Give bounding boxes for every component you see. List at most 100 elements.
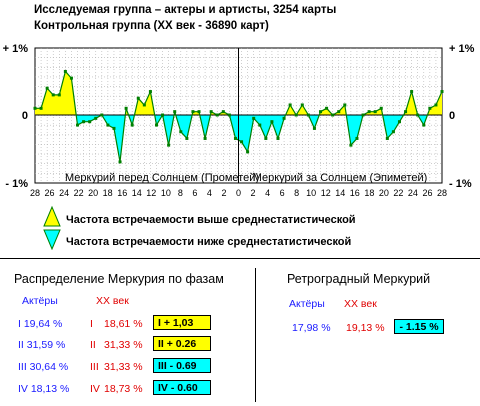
data-point [161, 113, 165, 117]
y-axis-label-right: - 1% [449, 178, 472, 190]
x-tick-label: 2 [221, 188, 226, 198]
data-point [124, 106, 128, 110]
data-point [349, 143, 353, 147]
x-tick-label: 8 [178, 188, 183, 198]
data-point [57, 93, 61, 97]
x-tick-label: 16 [350, 188, 360, 198]
x-tick-label: 18 [103, 188, 113, 198]
data-point [312, 126, 316, 130]
x-tick-label: 6 [280, 188, 285, 198]
below-average-area [229, 115, 286, 152]
data-point [404, 110, 408, 114]
phase-century-value: 31,33 % [104, 339, 143, 351]
x-tick-label: 12 [146, 188, 156, 198]
data-point [118, 160, 122, 164]
phase-diff-badge: II + 0.26 [153, 336, 211, 351]
x-tick-label: 20 [379, 188, 389, 198]
x-tick-label: 24 [408, 188, 418, 198]
phase-actors-value: II 31,59 % [18, 339, 66, 351]
data-point [203, 136, 207, 140]
x-tick-label: 4 [207, 188, 212, 198]
below-average-area [346, 115, 364, 146]
data-point [252, 116, 256, 120]
data-point [100, 113, 104, 117]
x-tick-label: 16 [117, 188, 127, 198]
data-point [215, 113, 219, 117]
data-point [343, 103, 347, 107]
header-line-1: Исследуемая группа – актеры и артисты, 3… [34, 4, 337, 16]
phase-actors-value: I 19,64 % [18, 318, 63, 330]
below-average-area [101, 115, 126, 162]
phase-actors-value: IV 18,13 % [18, 383, 70, 395]
data-point [45, 86, 49, 90]
data-point [428, 106, 432, 110]
y-axis-label-right: + 1% [449, 43, 475, 55]
data-point [136, 96, 140, 100]
data-point [185, 136, 189, 140]
region-label-right: Меркурий за Солнцем (Эпиметей) [253, 172, 428, 184]
data-point [276, 136, 280, 140]
data-point [410, 90, 414, 94]
x-tick-label: 24 [59, 188, 69, 198]
data-point [288, 103, 292, 107]
x-tick-label: 14 [335, 188, 345, 198]
x-tick-label: 6 [192, 188, 197, 198]
above-average-area [217, 111, 230, 115]
data-point [167, 143, 171, 147]
retro-col-actors: Актёры [289, 298, 325, 310]
below-average-area [162, 115, 175, 146]
x-tick-label: 10 [306, 188, 316, 198]
data-point [142, 103, 146, 107]
data-point [270, 120, 274, 124]
data-point [233, 136, 237, 140]
data-point [246, 150, 250, 154]
data-point [191, 110, 195, 114]
above-average-area [35, 71, 77, 115]
phase-century-value: 18,73 % [104, 383, 143, 395]
data-point [397, 120, 401, 124]
phase-roman: I [90, 318, 93, 330]
phase-roman: IV [90, 383, 100, 395]
data-point [179, 130, 183, 134]
data-point [294, 113, 298, 117]
data-point [221, 110, 225, 114]
phase-actors-value: III 30,64 % [18, 361, 69, 373]
section-divider-top [0, 258, 480, 259]
x-tick-label: 28 [437, 188, 447, 198]
data-point [434, 103, 438, 107]
legend-above-label: Частота встречаемости выше среднестатист… [66, 214, 356, 226]
data-point [264, 136, 268, 140]
x-tick-label: 26 [422, 188, 432, 198]
below-average-area [417, 115, 428, 126]
data-point [154, 123, 158, 127]
phases-col-actors: Актёры [22, 295, 58, 307]
data-point [106, 123, 110, 127]
retro-diff-badge: - 1.15 % [394, 319, 444, 334]
phases-title: Распределение Меркурия по фазам [14, 272, 224, 286]
retro-title: Ретроградный Меркурий [287, 272, 431, 286]
legend-below-marker [43, 229, 61, 250]
data-point [39, 106, 43, 110]
above-average-area [403, 91, 418, 115]
data-point [306, 113, 310, 117]
x-tick-label: 8 [294, 188, 299, 198]
above-average-area [296, 104, 309, 115]
data-point [94, 116, 98, 120]
data-point [51, 93, 55, 97]
section-divider-middle [255, 268, 256, 402]
x-tick-label: 26 [45, 188, 55, 198]
phase-diff-badge: III - 0.69 [153, 358, 211, 373]
data-point [173, 110, 177, 114]
data-point [319, 110, 323, 114]
data-point [69, 76, 73, 80]
legend-above-marker [43, 205, 61, 227]
data-point [331, 113, 335, 117]
retro-century-value: 19,13 % [346, 322, 385, 334]
data-point [33, 106, 37, 110]
above-average-area [134, 91, 155, 115]
phase-century-value: 18,61 % [104, 318, 143, 330]
y-axis-label-left: + 1% [3, 43, 29, 55]
below-average-area [199, 115, 211, 139]
x-tick-label: 10 [161, 188, 171, 198]
x-tick-label: 22 [393, 188, 403, 198]
